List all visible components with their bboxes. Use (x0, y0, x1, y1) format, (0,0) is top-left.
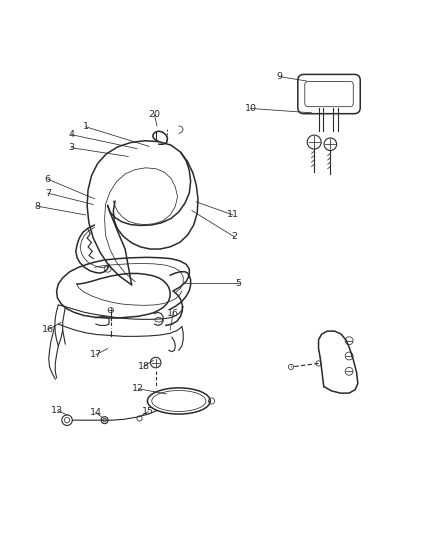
Text: 12: 12 (132, 384, 144, 393)
Text: 6: 6 (45, 175, 51, 184)
Text: 3: 3 (68, 143, 74, 152)
Text: 16: 16 (167, 309, 179, 318)
Text: 4: 4 (68, 130, 74, 139)
Text: 18: 18 (138, 361, 150, 370)
Text: 13: 13 (51, 406, 64, 415)
Text: 10: 10 (244, 104, 256, 113)
Text: 8: 8 (35, 202, 41, 211)
Text: 5: 5 (236, 279, 242, 288)
Text: 1: 1 (83, 122, 89, 131)
Text: 11: 11 (227, 211, 239, 220)
Text: 17: 17 (90, 350, 102, 359)
Text: 7: 7 (45, 189, 51, 198)
Text: 20: 20 (148, 110, 160, 119)
Text: 2: 2 (231, 232, 237, 241)
Text: 9: 9 (276, 72, 282, 81)
Text: 15: 15 (142, 407, 154, 416)
Text: 16: 16 (42, 325, 54, 334)
Text: 14: 14 (90, 408, 102, 417)
